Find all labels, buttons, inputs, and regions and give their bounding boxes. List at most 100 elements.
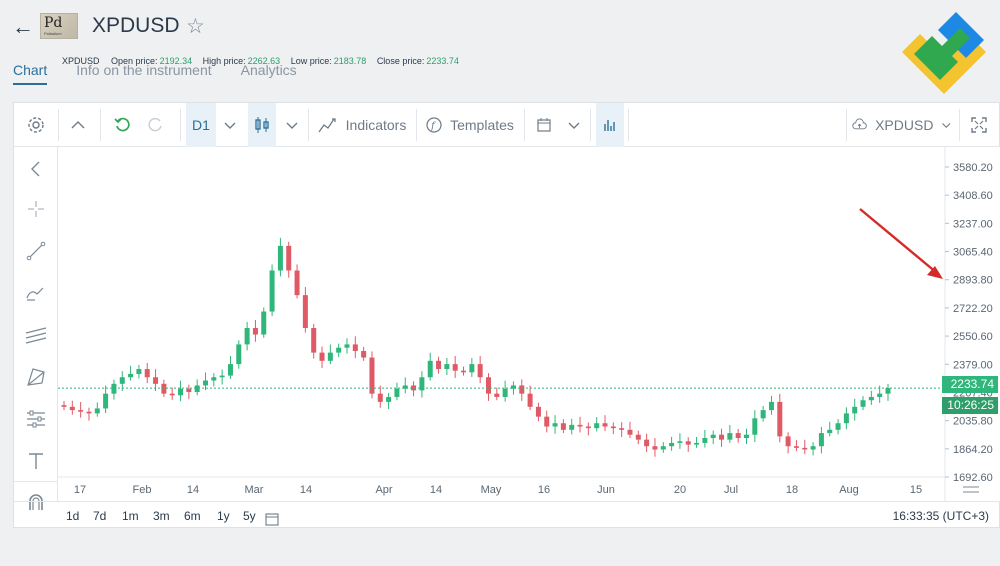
shape-icon[interactable] <box>14 357 58 397</box>
candle-body <box>369 357 375 394</box>
candle-body <box>78 410 84 412</box>
low-label: Low price: <box>290 56 332 66</box>
volume-bars-icon[interactable] <box>596 103 624 147</box>
chevron-left-icon[interactable] <box>14 149 58 189</box>
magnet-icon[interactable] <box>14 481 58 521</box>
candle-body <box>94 408 100 414</box>
candle-body <box>727 433 733 440</box>
range-5y[interactable]: 5y <box>243 509 256 523</box>
channel-icon[interactable] <box>14 315 58 355</box>
tab-info[interactable]: Info on the instrument <box>76 62 212 78</box>
candle-body <box>719 434 725 440</box>
fullscreen-icon[interactable] <box>964 103 994 147</box>
price-chart[interactable]: 3580.20 3408.60 3237.00 3065.40 2893.80 2722.… <box>58 147 1000 501</box>
candle-body <box>760 410 766 419</box>
candle-body <box>560 423 566 430</box>
candle-body <box>885 388 891 394</box>
candle-body <box>502 388 508 397</box>
candle-body <box>494 393 500 397</box>
y-tick-label: 2722.20 <box>953 303 993 315</box>
chevron-up-icon[interactable] <box>64 103 92 147</box>
logo-subtitle: Palladium <box>44 31 62 36</box>
redo-icon[interactable] <box>142 103 168 147</box>
candle-body <box>361 350 367 358</box>
low-value: 2183.78 <box>333 56 367 66</box>
candle-body <box>119 377 125 384</box>
range-1m[interactable]: 1m <box>122 509 139 523</box>
candle-body <box>411 385 417 391</box>
candle-body <box>852 406 858 414</box>
tab-analytics[interactable]: Analytics <box>240 62 297 78</box>
x-tick-label: 14 <box>300 484 312 496</box>
range-1y[interactable]: 1y <box>217 509 230 523</box>
candle-body <box>452 364 458 371</box>
y-tick-label: 2550.60 <box>953 331 993 343</box>
candle-body <box>793 446 799 448</box>
undo-icon[interactable] <box>110 103 136 147</box>
candle-body <box>261 311 267 335</box>
candle-body <box>402 385 408 389</box>
templates-button[interactable]: f Templates <box>422 103 518 147</box>
x-tick-label: Apr <box>375 484 392 496</box>
indicators-icon <box>318 118 336 133</box>
open-label: Open price: <box>111 56 158 66</box>
y-tick-label: 3408.60 <box>953 190 993 202</box>
candle-body <box>128 373 134 378</box>
symbol-selector[interactable]: XPDUSD <box>852 103 952 147</box>
range-bar: 1d 7d 1m 3m 6m 1y 5y 16:33:35 (UTC+3) <box>14 501 1000 529</box>
range-6m[interactable]: 6m <box>184 509 201 523</box>
candle-body <box>710 434 716 439</box>
candle-body <box>535 406 541 417</box>
candles-icon[interactable] <box>248 103 276 147</box>
candle-body <box>252 327 258 335</box>
chart-background <box>58 147 1000 501</box>
candle-body <box>818 433 824 447</box>
candle-body <box>394 388 400 397</box>
candle-body <box>419 377 425 391</box>
tab-chart[interactable]: Chart <box>13 62 48 85</box>
candle-body <box>202 380 208 386</box>
page-title: XPDUSD <box>92 14 180 37</box>
candle-body <box>111 383 117 394</box>
text-icon[interactable] <box>14 441 58 481</box>
x-tick-label: May <box>481 484 502 496</box>
y-tick-label: 1692.60 <box>953 472 993 484</box>
pencil-icon[interactable] <box>14 273 58 313</box>
symbol-label: XPDUSD <box>875 117 934 133</box>
arrow-left-icon[interactable]: ← <box>12 14 34 39</box>
range-1d[interactable]: 1d <box>66 509 80 523</box>
chevron-down-icon[interactable] <box>562 103 586 147</box>
y-tick-label: 2379.00 <box>953 359 993 371</box>
candle-body <box>802 447 808 450</box>
gear-icon[interactable] <box>18 103 54 147</box>
range-3m[interactable]: 3m <box>153 509 170 523</box>
chevron-down-icon <box>942 123 951 129</box>
x-tick-label: 18 <box>786 484 798 496</box>
trendline-icon[interactable] <box>14 231 58 271</box>
timeframe-button[interactable]: D1 <box>186 103 216 147</box>
indicators-button[interactable]: Indicators <box>314 103 410 147</box>
calendar-icon[interactable] <box>265 508 279 526</box>
candle-body <box>594 423 600 429</box>
candle-body <box>469 364 475 373</box>
candle-body <box>211 377 217 381</box>
candle-body <box>294 270 300 296</box>
range-7d[interactable]: 7d <box>93 509 107 523</box>
brand-logo-icon <box>902 12 986 94</box>
candle-body <box>527 393 533 407</box>
calendar-icon[interactable] <box>530 103 558 147</box>
chevron-down-icon[interactable] <box>218 103 242 147</box>
candle-body <box>269 270 275 312</box>
candle-body <box>436 360 442 370</box>
crosshair-icon[interactable] <box>14 189 58 229</box>
candle-body <box>577 424 583 427</box>
star-icon[interactable]: ☆ <box>186 15 205 38</box>
candle-body <box>610 426 616 429</box>
y-tick-label: 3065.40 <box>953 247 993 259</box>
high-value: 2262.63 <box>247 56 281 66</box>
candle-body <box>785 436 791 447</box>
fibonacci-icon[interactable] <box>14 399 58 439</box>
chevron-down-icon[interactable] <box>280 103 304 147</box>
candle-body <box>677 441 683 443</box>
candle-body <box>236 344 242 365</box>
